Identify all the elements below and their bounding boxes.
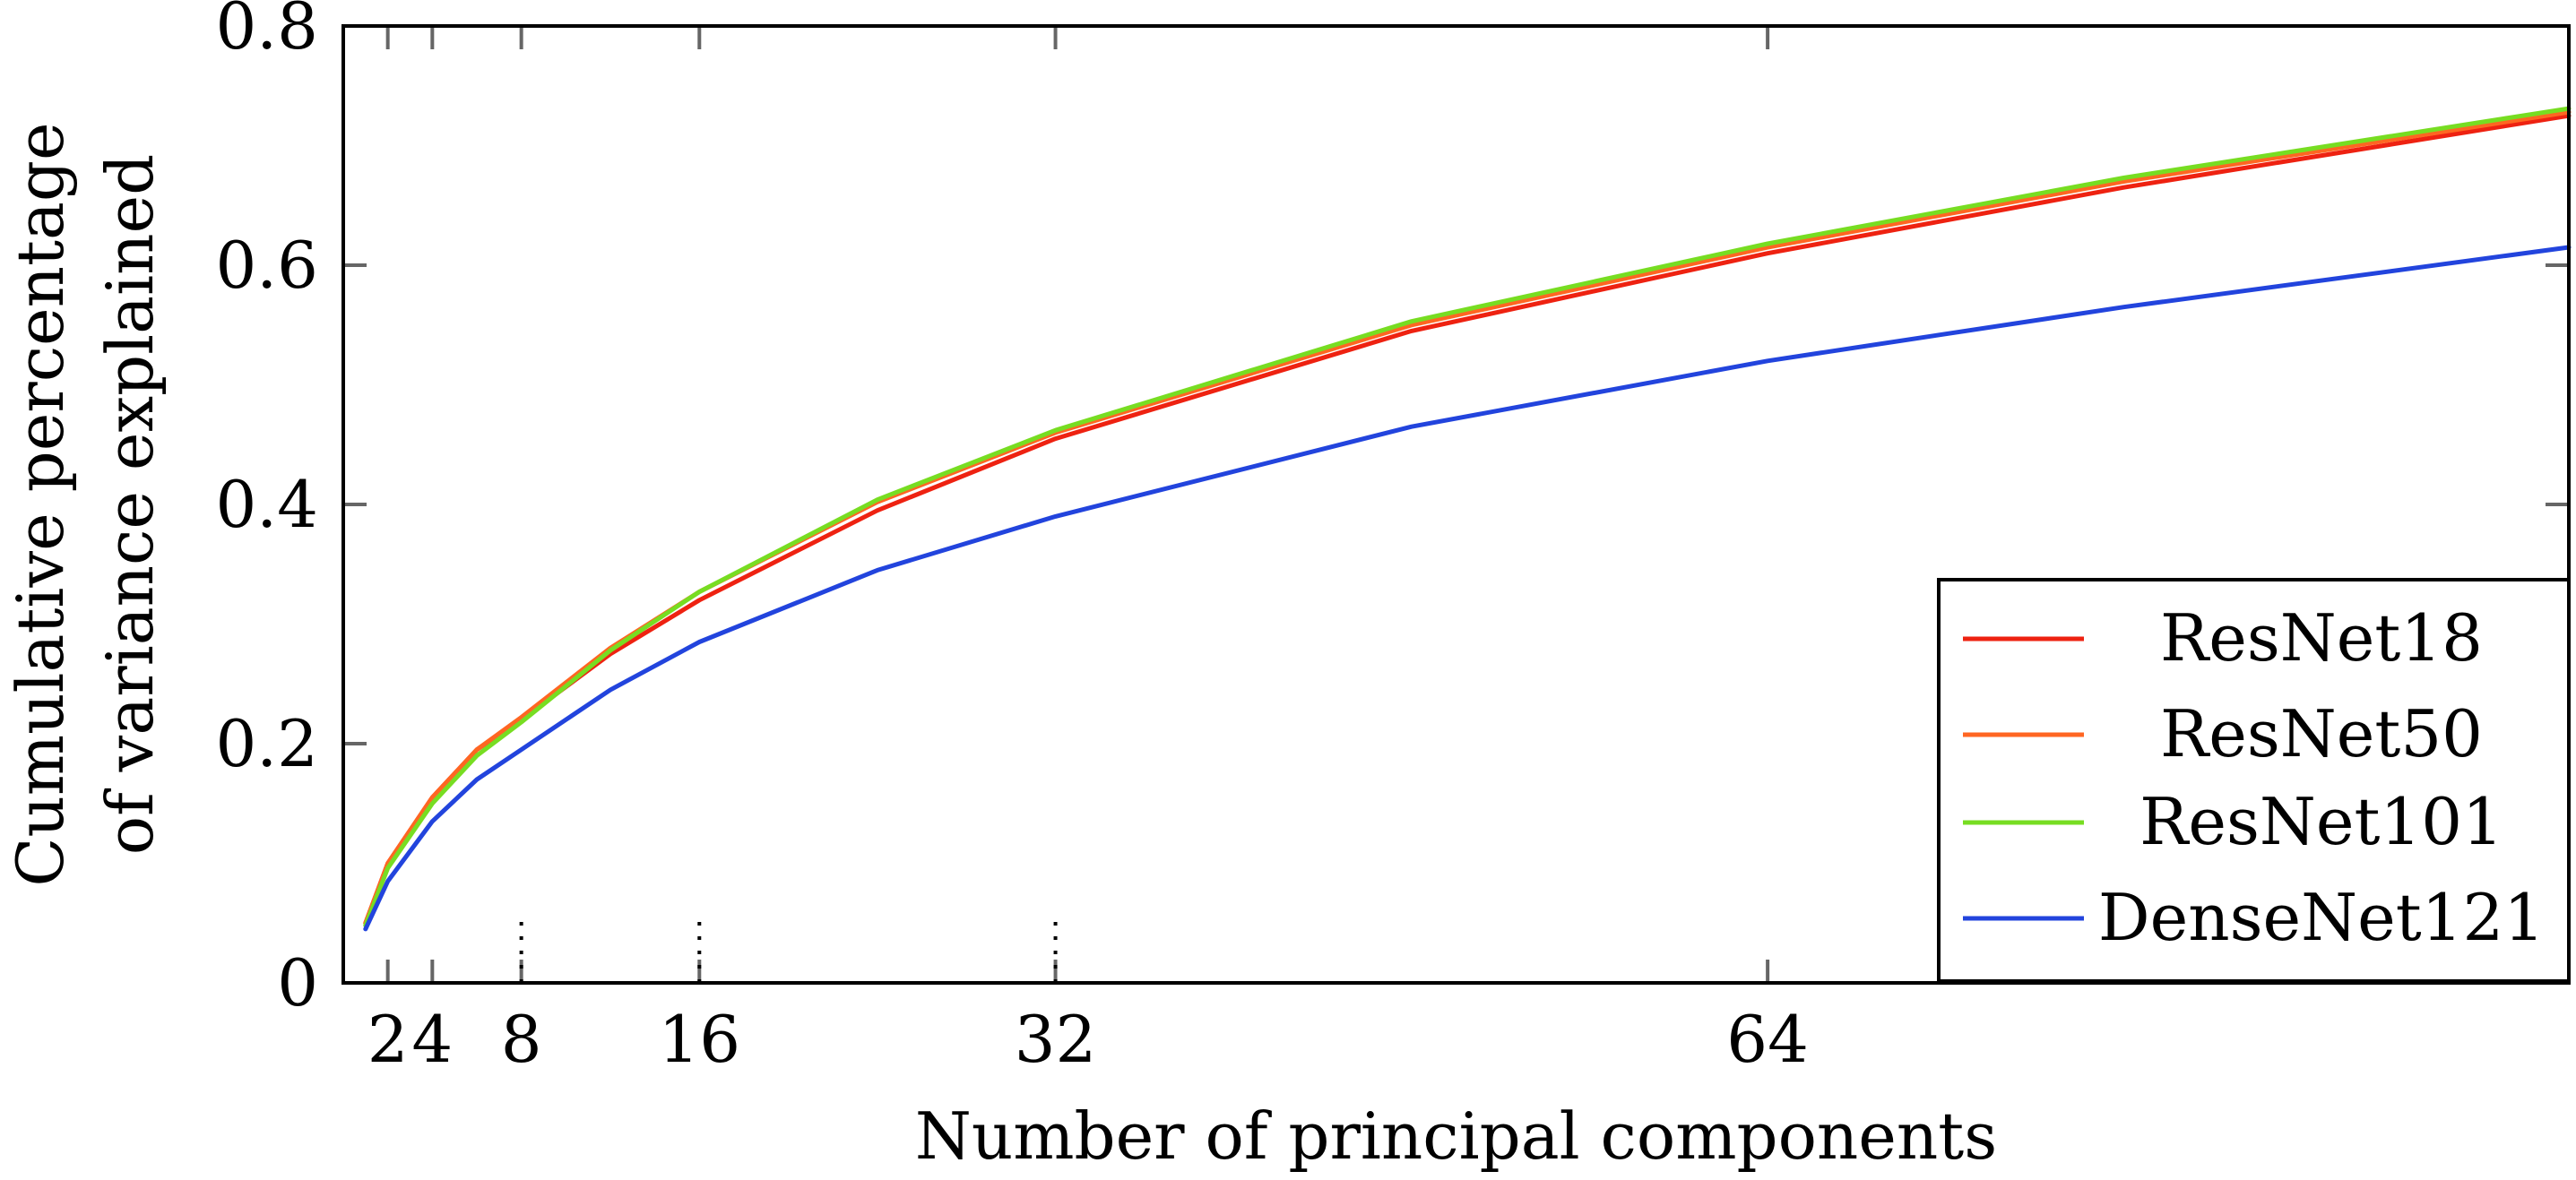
x-tick-label: 2 <box>367 1002 409 1077</box>
y-tick-label: 0.6 <box>215 228 318 303</box>
series-lines <box>363 106 2572 932</box>
y-tick-label: 0.8 <box>215 0 318 64</box>
dotted-markers <box>519 911 1058 983</box>
y-tick-label: 0.4 <box>215 467 318 542</box>
x-tick-label: 8 <box>501 1002 542 1077</box>
legend-box <box>1937 578 2571 983</box>
series-line-densenet121 <box>363 245 2572 932</box>
legend-label: ResNet18 <box>2160 600 2483 676</box>
plot-frame <box>341 24 2571 985</box>
legend-label: ResNet50 <box>2160 696 2483 771</box>
legend: ResNet18 ResNet50 ResNet101 DenseNet121 <box>1937 578 2571 983</box>
x-tick-label: 32 <box>1015 1002 1097 1077</box>
x-tick-label: 4 <box>411 1002 453 1077</box>
y-axis-label-line-1: Cumulative percentage <box>3 122 78 886</box>
y-tick-labels: 0 0.2 0.4 0.6 0.8 <box>215 0 318 1021</box>
series-line-resnet101 <box>363 106 2572 928</box>
x-tick-label: 16 <box>658 1002 740 1077</box>
legend-label: ResNet101 <box>2139 784 2503 859</box>
x-tick-labels: 2 4 8 16 32 64 <box>367 1002 1809 1077</box>
x-tick-label: 64 <box>1726 1002 1809 1077</box>
x-axis-label: Number of principal components <box>915 1098 1997 1174</box>
y-axis-label-line-2: of variance explained <box>92 154 168 855</box>
y-tick-label: 0.2 <box>215 706 318 781</box>
y-tick-label: 0 <box>277 945 318 1021</box>
legend-label: DenseNet121 <box>2098 880 2545 955</box>
